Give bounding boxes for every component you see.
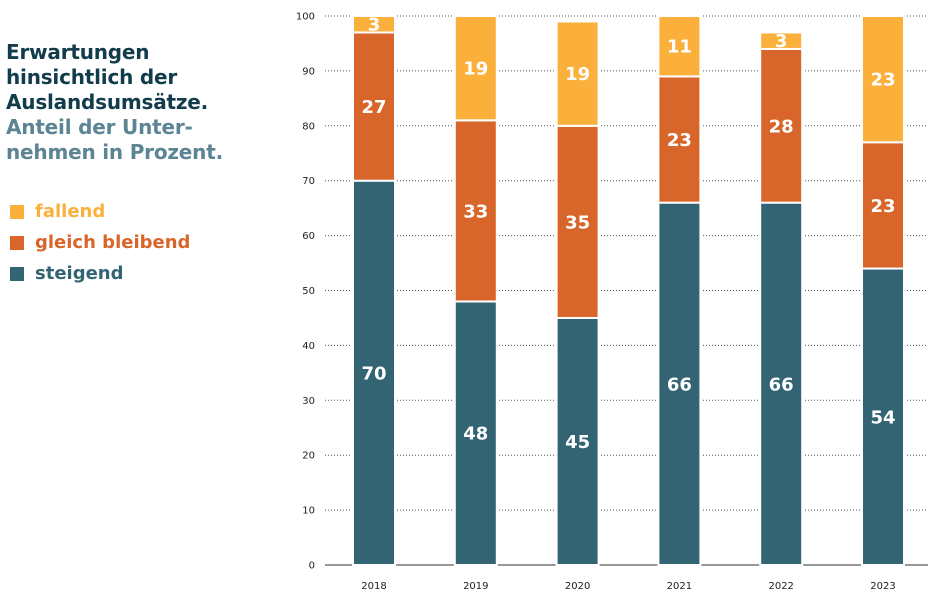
y-tick-label: 80 bbox=[302, 121, 315, 132]
data-label: 48 bbox=[463, 424, 488, 445]
bar-segment-fallend-2021 bbox=[657, 15, 702, 78]
legend-item-steigend: steigend bbox=[10, 258, 190, 289]
y-tick-label: 20 bbox=[302, 451, 315, 462]
y-tick-label: 70 bbox=[302, 176, 315, 187]
y-tick-label: 30 bbox=[302, 396, 315, 407]
bars: 70 27 3 48 33 19 45 35 19 66 23 11 66 28 3 54 23 23 bbox=[352, 15, 905, 567]
y-tick-label: 10 bbox=[302, 506, 315, 517]
y-tick-label: 100 bbox=[296, 12, 315, 23]
x-tick-label: 2021 bbox=[667, 581, 692, 592]
legend-swatch-gleich-bleibend bbox=[10, 235, 24, 250]
data-label: 54 bbox=[870, 407, 895, 428]
chart-subtitle: Anteil der Unter- nehmen in Prozent. bbox=[6, 115, 223, 164]
data-label: 70 bbox=[361, 363, 386, 384]
legend-label-steigend: steigend bbox=[35, 263, 124, 284]
bar-segment-steigend-2022 bbox=[759, 201, 804, 566]
y-tick-label: 50 bbox=[302, 286, 315, 297]
data-label: 23 bbox=[870, 196, 895, 217]
x-tick-label: 2019 bbox=[463, 581, 488, 592]
bar-segment-gleich-bleibend-2018 bbox=[352, 31, 396, 182]
y-tick-label: 60 bbox=[302, 231, 315, 242]
y-axis: 0 10 20 30 40 50 60 70 80 90 100 bbox=[296, 12, 315, 572]
legend-label-gleich-bleibend: gleich bleibend bbox=[35, 232, 191, 253]
legend-item-gleich-bleibend: gleich bleibend bbox=[10, 227, 190, 258]
bar-segment-gleich-bleibend-2019 bbox=[453, 119, 498, 303]
gridlines bbox=[325, 15, 928, 566]
y-tick-label: 0 bbox=[309, 561, 315, 572]
bar-segment-steigend-2018 bbox=[352, 179, 396, 566]
bar-segment-fallend-2023 bbox=[861, 15, 905, 144]
chart-title: Erwartungen hinsichtlich der Auslandsums… bbox=[6, 40, 209, 114]
legend-item-fallend: fallend bbox=[10, 196, 190, 227]
bar-segment-gleich-bleibend-2023 bbox=[861, 141, 905, 270]
bar-segment-fallend-2019 bbox=[453, 15, 498, 122]
title-block: Erwartungen hinsichtlich der Auslandsums… bbox=[6, 40, 266, 165]
data-label: 28 bbox=[769, 116, 794, 137]
legend-swatch-steigend bbox=[10, 266, 24, 281]
data-label: 35 bbox=[565, 212, 590, 233]
data-label: 23 bbox=[667, 130, 692, 151]
data-label: 23 bbox=[870, 70, 895, 91]
x-tick-label: 2023 bbox=[870, 581, 895, 592]
data-label: 11 bbox=[667, 37, 692, 58]
bar-segment-gleich-bleibend-2021 bbox=[657, 75, 702, 204]
data-label: 27 bbox=[361, 97, 386, 118]
legend-swatch-fallend bbox=[10, 204, 24, 219]
data-label: 19 bbox=[463, 59, 488, 80]
bar-segment-gleich-bleibend-2022 bbox=[759, 47, 804, 204]
data-label: 19 bbox=[565, 64, 590, 85]
bar-segment-fallend-2022 bbox=[759, 31, 804, 50]
x-tick-label: 2020 bbox=[565, 581, 590, 592]
data-label: 3 bbox=[368, 15, 381, 36]
y-tick-label: 90 bbox=[302, 66, 315, 77]
x-tick-label: 2018 bbox=[361, 581, 386, 592]
y-tick-label: 40 bbox=[302, 341, 315, 352]
data-label: 45 bbox=[565, 432, 590, 453]
legend: fallend gleich bleibend steigend bbox=[10, 196, 190, 289]
x-tick-label: 2022 bbox=[768, 581, 793, 592]
x-axis: 2018 2019 2020 2021 2022 2023 bbox=[361, 581, 895, 592]
bar-segment-steigend-2019 bbox=[453, 300, 498, 566]
bar-segment-steigend-2023 bbox=[861, 267, 905, 566]
legend-label-fallend: fallend bbox=[35, 201, 106, 222]
data-label: 66 bbox=[667, 374, 692, 395]
bar-segment-fallend-2020 bbox=[555, 20, 600, 127]
data-label: 33 bbox=[463, 201, 488, 222]
data-label: 66 bbox=[769, 374, 794, 395]
bar-segment-fallend-2018 bbox=[352, 15, 396, 34]
data-label: 3 bbox=[775, 31, 788, 52]
bar-segment-steigend-2021 bbox=[657, 201, 702, 566]
